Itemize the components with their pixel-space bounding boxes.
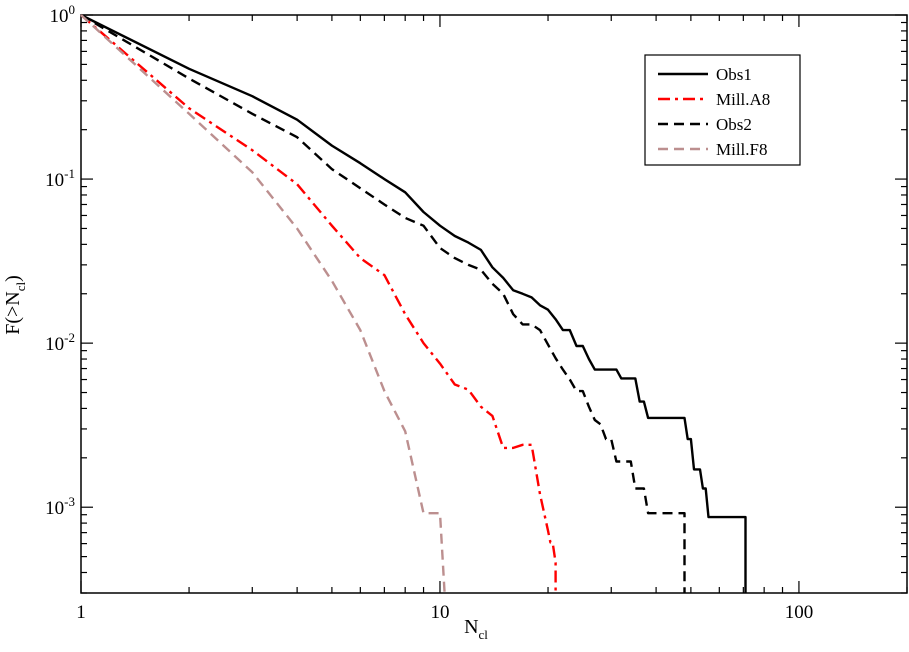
plot-frame bbox=[80, 14, 908, 594]
series-line-obs1 bbox=[80, 13, 747, 593]
y-tick-label: 100 bbox=[50, 2, 76, 27]
series-lines bbox=[80, 13, 747, 594]
y-tick-label: 10-3 bbox=[45, 494, 75, 519]
x-tick-label: 100 bbox=[785, 602, 814, 623]
x-tick-label: 1 bbox=[76, 602, 86, 623]
legend-items: Obs1 Mill.A8 Obs2 Mill.F8 bbox=[658, 65, 770, 159]
series-line-obs2 bbox=[80, 13, 686, 593]
x-axis-label: Ncl bbox=[464, 616, 488, 642]
series-line-mill-f8 bbox=[80, 14, 446, 594]
series-line-mill-a8 bbox=[80, 14, 557, 593]
legend-label: Obs1 bbox=[716, 65, 752, 84]
y-tick-label: 10-2 bbox=[45, 330, 75, 355]
legend-label: Mill.A8 bbox=[716, 90, 770, 109]
y-axis: 100 10-1 10-2 10-3 bbox=[45, 2, 907, 594]
legend-label: Mill.F8 bbox=[716, 140, 768, 159]
y-tick-label: 10-1 bbox=[45, 166, 75, 191]
legend: Obs1 Mill.A8 Obs2 Mill.F8 bbox=[644, 54, 801, 166]
legend-label: Obs2 bbox=[716, 115, 752, 134]
x-axis: 1 10 100 bbox=[76, 15, 908, 623]
y-axis-label: F(>Ncl) bbox=[2, 275, 28, 335]
x-tick-label: 10 bbox=[430, 602, 449, 623]
